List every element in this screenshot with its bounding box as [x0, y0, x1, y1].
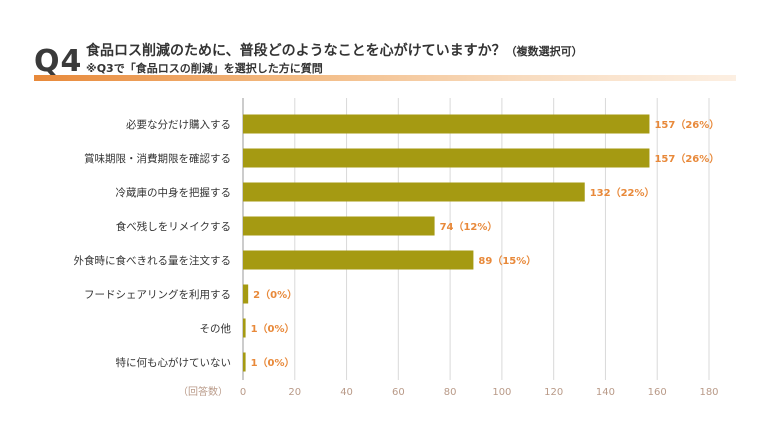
category-label: 賞味期限・消費期限を確認する — [84, 152, 231, 165]
bar — [243, 216, 435, 236]
bar — [243, 352, 246, 372]
x-axis-label: （回答数） — [178, 385, 228, 398]
bar — [243, 148, 650, 168]
category-label: 特に何も心がけていない — [116, 356, 232, 369]
x-tick-label: 0 — [240, 387, 246, 398]
x-tick-label: 180 — [699, 387, 718, 398]
data-label: 2（0%） — [253, 288, 297, 301]
bar — [243, 250, 474, 270]
x-tick-label: 140 — [596, 387, 615, 398]
question-number: Q4 — [34, 44, 83, 79]
bar — [243, 114, 650, 134]
data-label: 157（26%） — [654, 118, 719, 131]
data-label: 1（0%） — [251, 322, 295, 335]
chart-header: Q4 食品ロス削減のために、普段どのようなことを心がけていますか？（複数選択可）… — [0, 0, 768, 90]
header-rule — [34, 75, 736, 81]
category-label: 食べ残しをリメイクする — [116, 220, 231, 233]
data-label: 132（22%） — [590, 186, 655, 199]
x-tick-label: 40 — [340, 387, 353, 398]
question-title-text: 食品ロス削減のために、普段どのようなことを心がけていますか？ — [86, 43, 506, 59]
x-tick-label: 160 — [648, 387, 667, 398]
data-label: 157（26%） — [654, 152, 719, 165]
question-subtitle: ※Q3で「食品ロスの削減」を選択した方に質問 — [86, 62, 323, 75]
bar — [243, 284, 249, 304]
data-label: 89（15%） — [478, 254, 536, 267]
category-label: その他 — [200, 322, 232, 335]
x-tick-label: 20 — [288, 387, 301, 398]
category-label: 必要な分だけ購入する — [126, 118, 231, 131]
category-label: フードシェアリングを利用する — [84, 288, 231, 301]
x-tick-label: 60 — [392, 387, 405, 398]
category-label: 冷蔵庫の中身を把握する — [116, 186, 232, 199]
x-tick-label: 100 — [492, 387, 511, 398]
x-tick-label: 80 — [444, 387, 457, 398]
question-title-note: （複数選択可） — [505, 45, 583, 58]
data-label: 1（0%） — [251, 356, 295, 369]
x-tick-label: 120 — [544, 387, 563, 398]
bar — [243, 182, 585, 202]
bar — [243, 318, 246, 338]
category-label: 外食時に食べきれる量を注文する — [74, 254, 232, 267]
question-title: 食品ロス削減のために、普段どのようなことを心がけていますか？（複数選択可） — [86, 40, 583, 60]
data-label: 74（12%） — [440, 220, 498, 233]
